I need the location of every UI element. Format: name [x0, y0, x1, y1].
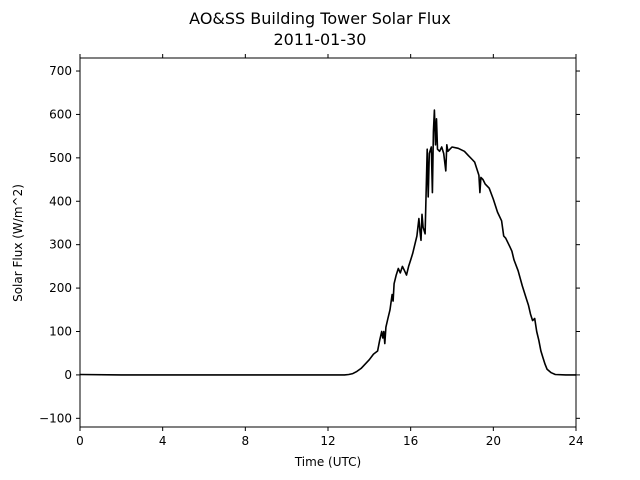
plot-series	[79, 109, 576, 376]
y-tick-label-4: 300	[49, 238, 72, 252]
x-tick-label-1: 4	[159, 434, 167, 448]
x-axis-label: Time (UTC)	[294, 455, 361, 469]
y-tick-label-5: 400	[49, 194, 72, 208]
y-tick-label-6: 500	[49, 151, 72, 165]
y-tick-label-8: 700	[49, 64, 72, 78]
x-tick-label-2: 8	[242, 434, 250, 448]
y-tick-label-2: 100	[49, 324, 72, 338]
y-tick-label-1: 0	[64, 368, 72, 382]
chart-title: AO&SS Building Tower Solar Flux	[189, 9, 451, 28]
x-tick-label-5: 20	[486, 434, 501, 448]
y-axis-label: Solar Flux (W/m^2)	[11, 184, 25, 302]
chart-subtitle: 2011-01-30	[274, 30, 367, 49]
x-axis: 0 4 8 12 16 20 24	[76, 54, 584, 448]
x-tick-label-3: 12	[320, 434, 335, 448]
y-axis: −100 0 100 200 300 400 500 600 700	[39, 64, 580, 425]
y-tick-label-0: −100	[39, 411, 72, 425]
y-tick-label-3: 200	[49, 281, 72, 295]
x-tick-label-0: 0	[76, 434, 84, 448]
x-tick-label-6: 24	[568, 434, 583, 448]
x-tick-label-4: 16	[403, 434, 418, 448]
y-tick-label-7: 600	[49, 107, 72, 121]
series-line-0	[79, 109, 576, 376]
plot-frame	[79, 57, 577, 428]
